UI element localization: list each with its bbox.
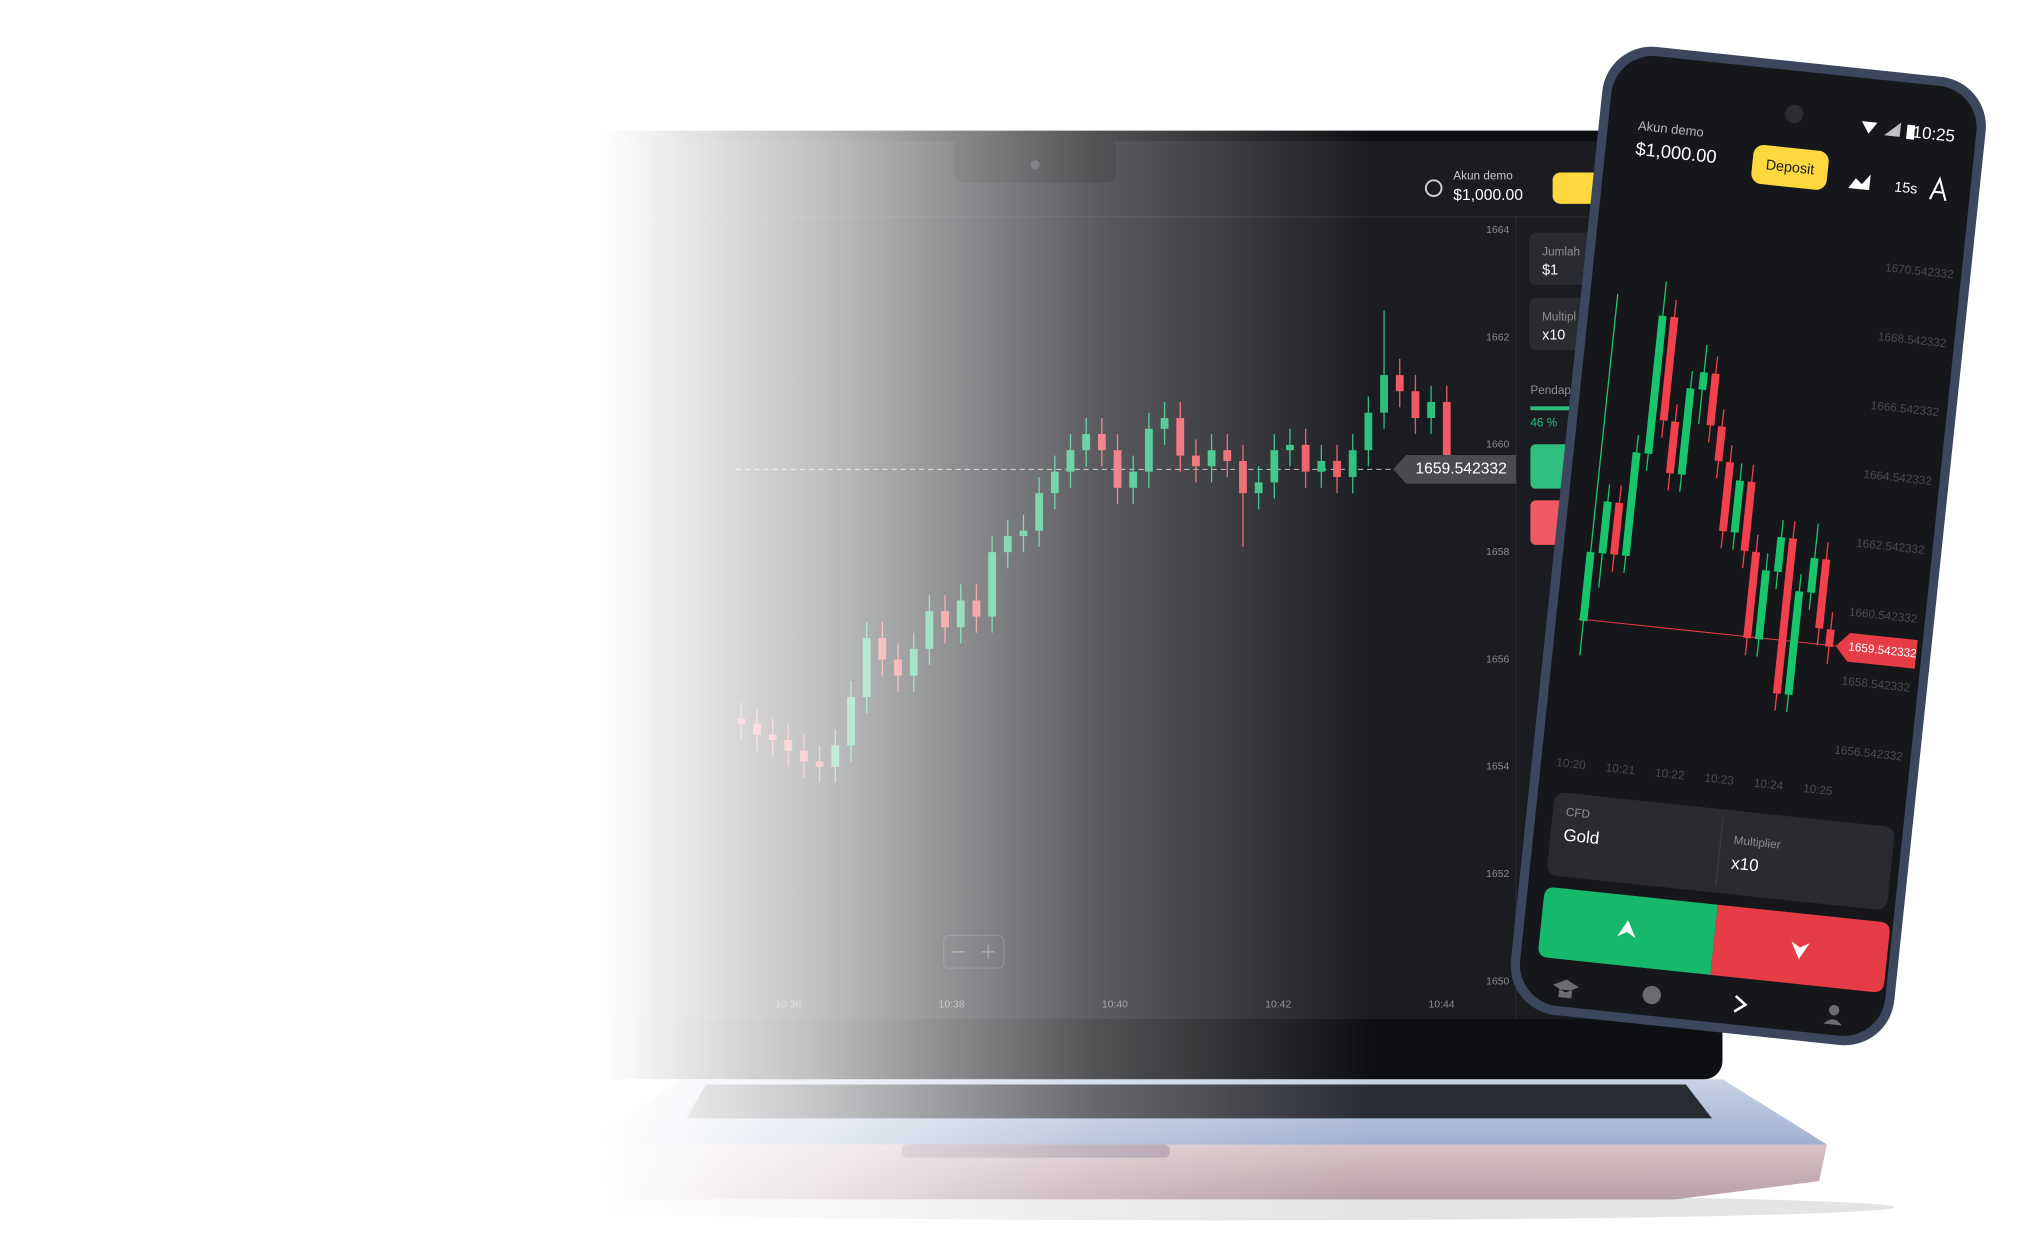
signal-icon [1884,122,1902,137]
drawing-icon[interactable] [1928,176,1948,202]
phone-multiplier-label: Multiplier [1733,834,1781,852]
multiplier-label: Multipl [1542,311,1576,324]
candle-body [1706,373,1720,426]
candle-body [1644,315,1667,455]
candle-body [1395,375,1404,392]
candle-body [1825,629,1835,648]
phone-deposit-button[interactable] [1750,144,1829,191]
candle-body [1677,388,1695,475]
candle-body [1740,481,1756,552]
multiplier: x10 [1542,328,1565,344]
phone-multiplier: x10 [1730,854,1759,876]
y-tick-label: 1656 [1486,654,1509,665]
y-tick-label: 1664 [1486,225,1509,236]
y-tick-label: 1650 [1486,976,1509,987]
candle-body [1754,570,1770,640]
x-tick-label: 10:24 [1753,777,1784,793]
price-tag-label: 1659.542332 [1415,461,1506,478]
candle-body [1621,452,1641,557]
nav-profile[interactable] [1828,1004,1840,1016]
candle-body [1427,401,1436,419]
amount: $1 [1542,262,1558,278]
payout-bar [1530,406,1590,411]
candle-body [1442,401,1451,456]
x-tick-label: 10:44 [1428,1000,1454,1011]
asset-type: CFD [1565,806,1590,821]
candle-body [1659,316,1679,421]
refresh-icon[interactable] [1424,179,1443,197]
chart-type-icon[interactable] [1848,172,1871,191]
x-tick-label: 10:21 [1605,761,1636,777]
phone-deposit-label[interactable]: Deposit [1765,157,1815,178]
asset-divider [1715,815,1724,887]
status-time: 10:25 [1912,123,1956,146]
candle-body [1815,558,1831,629]
x-tick-label: 10:20 [1556,756,1587,772]
y-tick-label: 1652 [1486,869,1509,880]
x-tick-label: 10:25 [1803,782,1834,798]
y-tick-label: 1660 [1486,440,1509,451]
timeframe[interactable]: 15s [1894,179,1919,197]
y-tick-label: 1654 [1486,762,1509,773]
up-arrow [1617,920,1636,939]
candle-body [1807,557,1819,594]
asset: Gold [1563,825,1601,848]
candle-body [1743,551,1761,639]
battery-icon [1906,124,1916,140]
fade-overlay [0,117,1373,1229]
price-tag [1835,633,1918,669]
account-label: Akun demo [1453,169,1513,182]
candle-body [1698,372,1709,391]
y-tick-label: 1658 [1486,547,1509,558]
candle-body [1773,536,1786,573]
phone: 10:25 Akun demo $1,000.00 Deposit 15s CF… [1510,46,1986,1046]
candle-body [1665,421,1680,474]
candle-body [1598,501,1612,554]
amount-label: Jumlah [1542,245,1580,258]
payout: 46 % [1530,416,1557,429]
candle-body [1730,480,1744,533]
nav-profile[interactable] [1823,1018,1843,1026]
candle-body [1784,590,1804,696]
nav-education[interactable] [1552,978,1580,999]
candle-body [1772,538,1797,694]
wifi-icon [1861,121,1878,134]
phone-account-label: Akun demo [1637,118,1704,140]
candle-body [1714,426,1726,462]
candle-body [1380,375,1388,413]
phone-camera [1785,104,1804,124]
x-tick-label: 10:22 [1654,766,1685,782]
payout-label: Pendap [1530,384,1571,397]
candle-body [1411,391,1420,419]
x-tick-label: 10:23 [1704,772,1735,788]
down-arrow [1791,941,1810,960]
candle-body [1579,551,1595,622]
balance[interactable]: $1,000.00 [1453,187,1523,204]
nav-history[interactable] [1642,985,1662,1005]
candle-body [1719,461,1735,532]
price-tag [1393,455,1517,484]
nav-trade[interactable] [1733,994,1748,1013]
candle-body [1610,502,1624,555]
asset-card[interactable] [1546,792,1895,911]
y-tick-label: 1662 [1486,332,1509,343]
